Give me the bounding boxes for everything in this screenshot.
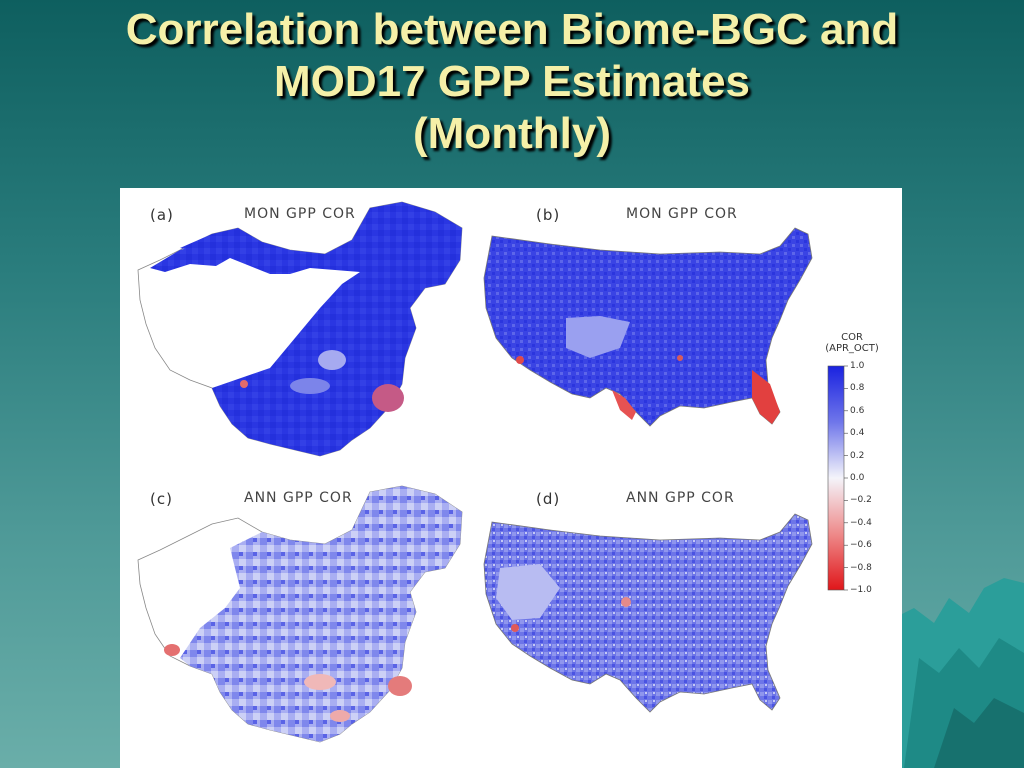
panel-a-title: MON GPP COR [244,206,356,222]
colorbar-tick-label: 0.0 [850,473,865,483]
colorbar-tick-label: 0.2 [850,450,865,461]
colorbar-title: COR (APR_OCT) [812,332,892,354]
colorbar-tick-label: −0.4 [850,517,872,528]
map-panels [137,201,848,743]
panel-c-label: (c) [150,490,173,508]
colorbar-tick-label: −0.8 [850,562,872,573]
panel-d-label: (d) [536,490,561,508]
slide-title-line-1: Correlation between Biome-BGC and [125,5,899,54]
colorbar-title-line-1: COR [841,332,863,343]
panel-a-map [137,201,463,457]
colorbar-tick-label: −1.0 [850,585,872,595]
correlation-figure: (a) MON GPP COR (b) MON GPP COR (c) ANN … [120,188,902,768]
slide-title-line-2: MOD17 GPP Estimates [273,57,751,106]
colorbar-tick-label: −0.2 [850,495,872,506]
colorbar-tick-label: −0.6 [850,540,872,551]
colorbar-tick-label: 0.8 [850,383,865,394]
panel-b-map [483,227,813,427]
colorbar-title-line-2: (APR_OCT) [825,343,879,354]
slide-title-line-3: (Monthly) [413,109,611,158]
panel-d-map [483,513,813,713]
panel-b-label: (b) [536,206,561,224]
panel-c-map [137,485,463,743]
panel-c-title: ANN GPP COR [244,490,353,506]
panel-a-label: (a) [150,206,174,224]
slide-title: Correlation between Biome-BGC and MOD17 … [0,4,1024,160]
colorbar [827,365,848,591]
colorbar-tick-label: 0.6 [850,405,865,416]
panel-b-title: MON GPP COR [626,206,738,222]
colorbar-tick-label: 0.4 [850,428,865,439]
colorbar-tick-label: 1.0 [850,361,865,371]
panel-d-title: ANN GPP COR [626,490,735,506]
decorative-mountains [894,578,1024,768]
